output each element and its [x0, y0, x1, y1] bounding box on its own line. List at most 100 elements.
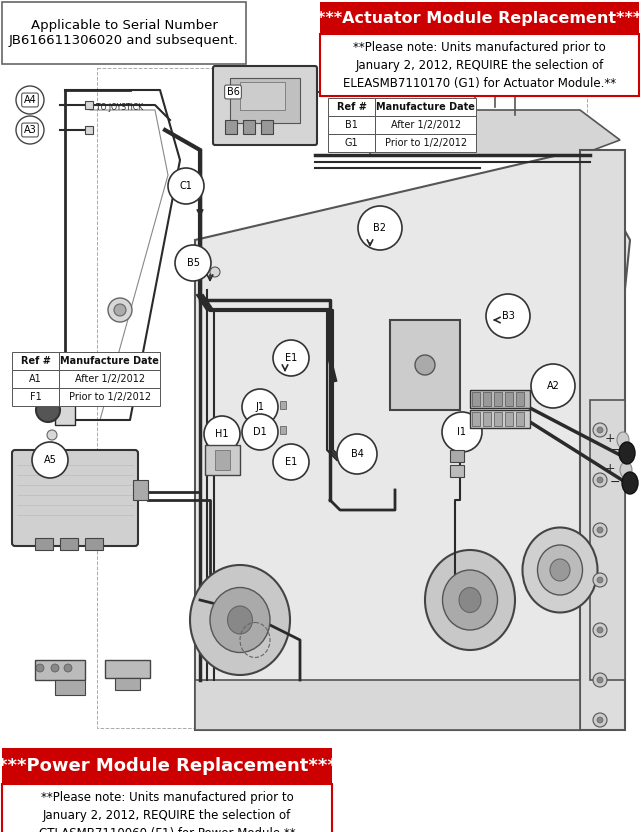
Text: G1: G1 [345, 138, 358, 148]
Bar [505, 412, 513, 426]
Circle shape [524, 76, 536, 88]
Circle shape [36, 664, 44, 672]
Circle shape [597, 477, 603, 483]
Bar [215, 450, 230, 470]
Bar [97, 68, 587, 728]
Ellipse shape [210, 587, 270, 652]
Text: B1: B1 [345, 120, 358, 130]
Text: B3: B3 [501, 311, 515, 321]
Circle shape [114, 304, 126, 316]
Bar [85, 101, 93, 109]
Bar [261, 120, 273, 134]
Bar [12, 370, 60, 388]
Text: A4: A4 [24, 95, 37, 105]
Bar [390, 320, 460, 410]
Text: B4: B4 [351, 449, 363, 459]
Circle shape [597, 717, 603, 723]
Bar [320, 34, 639, 96]
Bar [494, 392, 502, 406]
Ellipse shape [620, 462, 632, 478]
Text: E1: E1 [285, 457, 297, 467]
Bar [115, 678, 140, 690]
Circle shape [507, 72, 513, 78]
Text: A3: A3 [24, 125, 37, 135]
Circle shape [175, 245, 211, 281]
Bar [470, 390, 530, 408]
Text: F1: F1 [29, 392, 42, 402]
Circle shape [16, 86, 44, 114]
Circle shape [36, 398, 60, 422]
Circle shape [593, 673, 607, 687]
Bar [12, 352, 60, 370]
Circle shape [337, 434, 377, 474]
Circle shape [593, 523, 607, 537]
Bar [328, 116, 376, 134]
Text: +: + [604, 432, 615, 444]
Bar [516, 412, 524, 426]
Circle shape [593, 713, 607, 727]
Text: A1: A1 [29, 374, 42, 384]
Circle shape [597, 577, 603, 583]
Circle shape [597, 627, 603, 633]
Circle shape [597, 677, 603, 683]
Circle shape [486, 294, 530, 338]
Bar [450, 465, 464, 477]
Bar [280, 401, 286, 409]
Circle shape [210, 267, 220, 277]
Text: C1: C1 [179, 181, 192, 191]
Bar [580, 150, 625, 730]
Circle shape [108, 298, 132, 322]
Ellipse shape [190, 565, 290, 675]
Ellipse shape [459, 587, 481, 612]
Ellipse shape [617, 432, 629, 448]
Text: A2: A2 [547, 381, 560, 391]
Circle shape [168, 168, 204, 204]
Text: Prior to 1/2/2012: Prior to 1/2/2012 [385, 138, 467, 148]
Circle shape [597, 427, 603, 433]
Bar [470, 410, 530, 428]
Text: H1: H1 [215, 429, 229, 439]
Text: TO JOYSTICK: TO JOYSTICK [96, 103, 143, 112]
Bar [376, 98, 476, 116]
Bar [494, 412, 502, 426]
Bar [328, 98, 376, 116]
Bar [133, 480, 148, 500]
Text: Ref #: Ref # [21, 356, 51, 366]
Polygon shape [195, 150, 630, 730]
Text: ***Actuator Module Replacement***: ***Actuator Module Replacement*** [317, 11, 641, 26]
Circle shape [32, 442, 68, 478]
Bar [2, 748, 332, 784]
Text: −: − [610, 443, 620, 457]
Bar [35, 538, 53, 550]
Text: A4: A4 [24, 95, 37, 105]
Bar [60, 388, 160, 406]
Bar [35, 660, 85, 680]
Circle shape [204, 416, 240, 452]
Circle shape [531, 364, 575, 408]
Bar [2, 784, 332, 832]
Text: After 1/2/2012: After 1/2/2012 [74, 374, 145, 384]
Circle shape [527, 79, 533, 85]
Circle shape [484, 76, 496, 88]
Circle shape [544, 69, 556, 81]
Circle shape [593, 423, 607, 437]
Text: I1: I1 [458, 427, 467, 437]
Circle shape [242, 389, 278, 425]
Text: Manufacture Date: Manufacture Date [60, 356, 159, 366]
Text: **Please note: Units manufactured prior to
January 2, 2012, REQUIRE the selectio: **Please note: Units manufactured prior … [343, 41, 616, 90]
Bar [376, 116, 476, 134]
Bar [105, 660, 150, 678]
Circle shape [273, 444, 309, 480]
Text: Manufacture Date: Manufacture Date [376, 102, 475, 112]
Bar [60, 538, 78, 550]
Bar [483, 412, 491, 426]
Ellipse shape [538, 545, 583, 595]
Text: B2: B2 [374, 223, 387, 233]
Text: B6: B6 [226, 87, 240, 97]
Text: +: + [604, 462, 615, 474]
Circle shape [504, 69, 516, 81]
Bar [320, 2, 639, 34]
Bar [243, 120, 255, 134]
Bar [483, 392, 491, 406]
Text: J1: J1 [256, 402, 265, 412]
